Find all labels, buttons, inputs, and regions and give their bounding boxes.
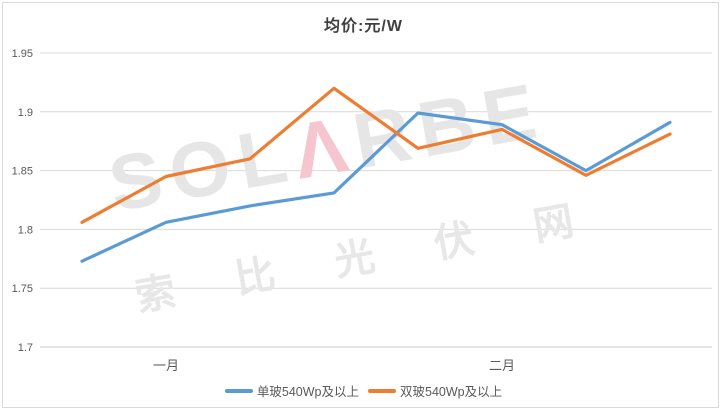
legend-item-series1: 单玻540Wp及以上 [224,381,359,400]
chart-legend: 单玻540Wp及以上 双玻540Wp及以上 [0,381,727,400]
legend-swatch-series2 [368,388,396,393]
legend-item-series2: 双玻540Wp及以上 [368,381,502,400]
chart-border [2,2,719,408]
legend-label-series2: 双玻540Wp及以上 [400,385,503,399]
chart-title: 均价:元/W [324,18,403,35]
legend-swatch-series1 [224,388,253,393]
legend-label-series1: 单玻540Wp及以上 [256,385,359,399]
